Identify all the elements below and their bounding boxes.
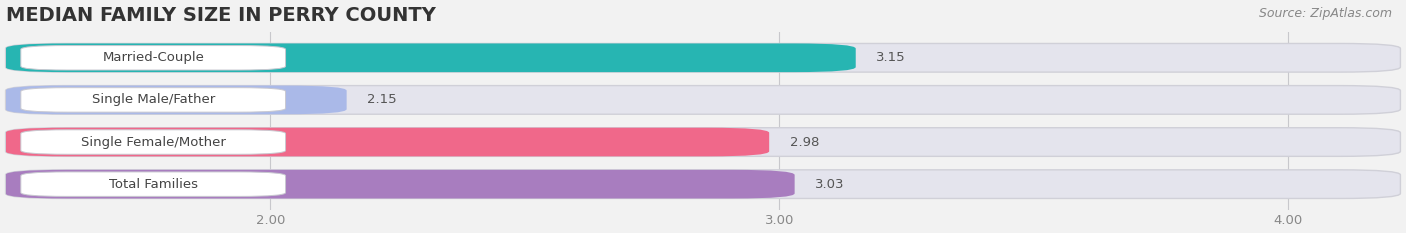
- Text: 2.98: 2.98: [790, 136, 818, 148]
- Text: Total Families: Total Families: [108, 178, 198, 191]
- FancyBboxPatch shape: [21, 88, 285, 112]
- FancyBboxPatch shape: [6, 86, 1400, 114]
- FancyBboxPatch shape: [6, 86, 347, 114]
- FancyBboxPatch shape: [6, 44, 1400, 72]
- FancyBboxPatch shape: [6, 128, 1400, 156]
- Text: Married-Couple: Married-Couple: [103, 51, 204, 64]
- Text: Single Male/Father: Single Male/Father: [91, 93, 215, 106]
- FancyBboxPatch shape: [6, 128, 769, 156]
- Text: 3.03: 3.03: [815, 178, 845, 191]
- Text: MEDIAN FAMILY SIZE IN PERRY COUNTY: MEDIAN FAMILY SIZE IN PERRY COUNTY: [6, 6, 436, 24]
- Text: 2.15: 2.15: [367, 93, 396, 106]
- Text: 3.15: 3.15: [876, 51, 905, 64]
- Text: Single Female/Mother: Single Female/Mother: [80, 136, 225, 148]
- FancyBboxPatch shape: [21, 46, 285, 70]
- FancyBboxPatch shape: [6, 44, 856, 72]
- FancyBboxPatch shape: [21, 130, 285, 154]
- FancyBboxPatch shape: [6, 170, 794, 199]
- Text: Source: ZipAtlas.com: Source: ZipAtlas.com: [1258, 7, 1392, 20]
- FancyBboxPatch shape: [21, 172, 285, 196]
- FancyBboxPatch shape: [6, 170, 1400, 199]
